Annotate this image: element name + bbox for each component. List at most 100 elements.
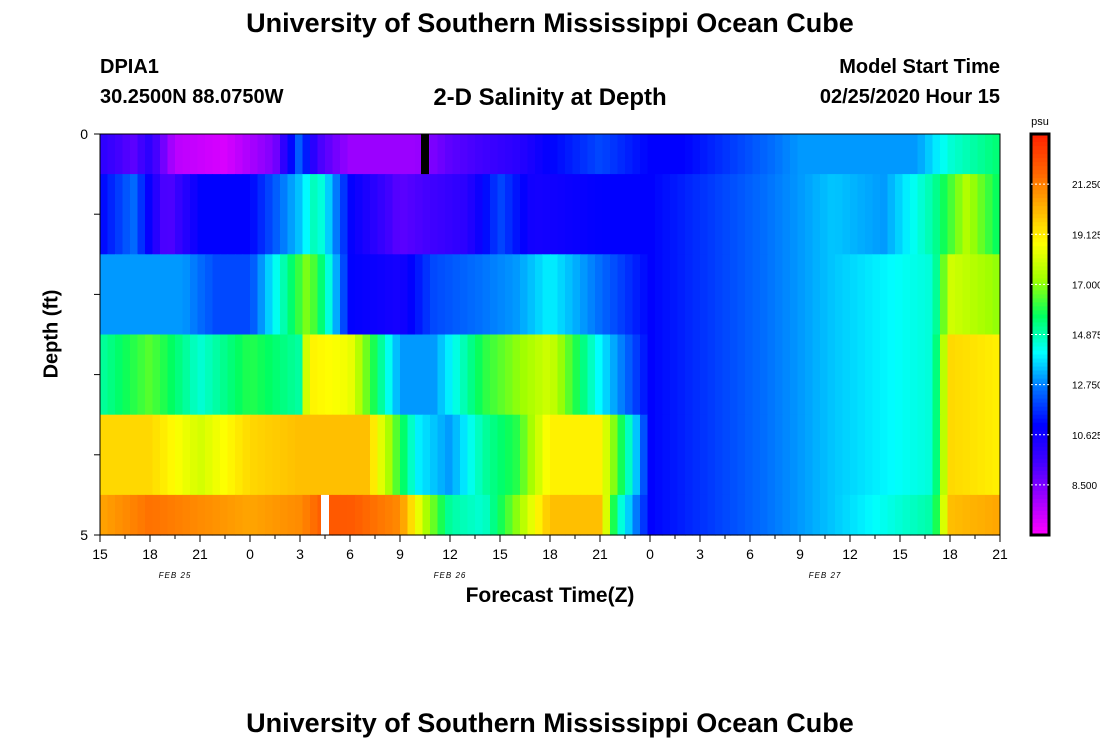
heatmap-cell (962, 494, 971, 536)
colorbar-segment (1031, 486, 1049, 492)
colorbar-segment (1031, 502, 1049, 508)
chart-title: 2-D Salinity at Depth (433, 84, 667, 111)
heatmap-cell (205, 334, 214, 416)
x-axis-label: Forecast Time(Z) (465, 584, 635, 607)
heatmap-cell (632, 254, 641, 336)
heatmap-cell (452, 494, 461, 536)
heatmap-cell (392, 134, 401, 175)
heatmap-cell (610, 414, 619, 496)
heatmap-cell (872, 494, 881, 536)
heatmap-cell (385, 414, 394, 496)
heatmap-cell (977, 134, 986, 175)
x-tick-label: 15 (492, 546, 508, 562)
heatmap-cell (812, 134, 821, 175)
colorbar-segment (1031, 514, 1049, 520)
heatmap-cell (542, 414, 551, 496)
colorbar-segment (1031, 386, 1049, 392)
colorbar-segment (1031, 462, 1049, 468)
heatmap-cell (325, 414, 334, 496)
heatmap-cell (857, 254, 866, 336)
heatmap-cell (647, 254, 656, 336)
heatmap-cell (835, 174, 844, 255)
colorbar-segment (1031, 206, 1049, 211)
heatmap-cell (797, 414, 806, 496)
heatmap-cell (287, 254, 296, 336)
heatmap-cell (482, 174, 491, 255)
colorbar-segment (1031, 158, 1049, 163)
heatmap-cell (730, 494, 739, 536)
heatmap-cell (812, 414, 821, 496)
heatmap-cell (542, 254, 551, 336)
colorbar-segment (1031, 246, 1049, 251)
heatmap-cell (205, 134, 214, 175)
heatmap-cell (542, 174, 551, 255)
heatmap-cell (475, 174, 484, 255)
heatmap-cell (520, 334, 529, 416)
heatmap-cell (685, 174, 694, 255)
heatmap-cell (280, 254, 289, 336)
heatmap-cell (197, 414, 206, 496)
heatmap-cell (205, 414, 214, 496)
heatmap-cell (145, 334, 154, 416)
heatmap-cell (535, 414, 544, 496)
colorbar-segment (1031, 310, 1049, 316)
heatmap-cell (130, 334, 139, 416)
colorbar-segment (1031, 230, 1049, 235)
heatmap-cell (947, 494, 956, 536)
heatmap-cell (782, 414, 791, 496)
heatmap-cell (437, 494, 446, 536)
heatmap-cell (250, 414, 259, 496)
model-start-label: Model Start Time (839, 56, 1000, 78)
heatmap-cell (407, 494, 416, 536)
heatmap-cell (100, 494, 109, 536)
heatmap-cell (302, 254, 311, 336)
heatmap-cell (865, 494, 874, 536)
colorbar-segment (1031, 226, 1049, 231)
heatmap-cell (452, 174, 461, 255)
heatmap-cell (212, 494, 221, 536)
heatmap-cell (962, 174, 971, 255)
heatmap-cell (722, 254, 731, 336)
heatmap-cell (955, 174, 964, 255)
heatmap-cell (467, 414, 476, 496)
heatmap-cell (572, 134, 581, 175)
heatmap-cell (617, 134, 626, 175)
heatmap-cell (730, 254, 739, 336)
heatmap-cell (160, 494, 169, 536)
heatmap-cell (145, 254, 154, 336)
heatmap-cell (527, 254, 536, 336)
heatmap-cell (775, 334, 784, 416)
heatmap-cell (145, 414, 154, 496)
heatmap-cell (827, 414, 836, 496)
heatmap-cell (700, 254, 709, 336)
heatmap-cell (475, 494, 484, 536)
colorbar-segment (1031, 178, 1049, 183)
heatmap-cell (362, 334, 371, 416)
colorbar-segment (1031, 330, 1049, 336)
heatmap-cell (385, 174, 394, 255)
heatmap-cell (385, 134, 394, 175)
heatmap-cell (535, 174, 544, 255)
heatmap-cell (730, 414, 739, 496)
heatmap-cell (347, 174, 356, 255)
footer-title: University of Southern Mississippi Ocean… (246, 708, 854, 738)
heatmap-cell (557, 254, 566, 336)
heatmap-cell (250, 254, 259, 336)
heatmap-cell (587, 134, 596, 175)
heatmap-cell (467, 334, 476, 416)
heatmap-cell (970, 174, 979, 255)
heatmap-cell (445, 334, 454, 416)
heatmap-cell (745, 174, 754, 255)
heatmap-cell (790, 414, 799, 496)
heatmap-cell (452, 254, 461, 336)
heatmap-cell (692, 334, 701, 416)
heatmap-cell (910, 254, 919, 336)
heatmap-cell (167, 414, 176, 496)
heatmap-cell (100, 174, 109, 255)
heatmap-cell (557, 174, 566, 255)
heatmap-cell (430, 334, 439, 416)
heatmap-cell (707, 254, 716, 336)
heatmap-cell (310, 174, 319, 255)
heatmap-cell (235, 254, 244, 336)
heatmap-cell (610, 134, 619, 175)
